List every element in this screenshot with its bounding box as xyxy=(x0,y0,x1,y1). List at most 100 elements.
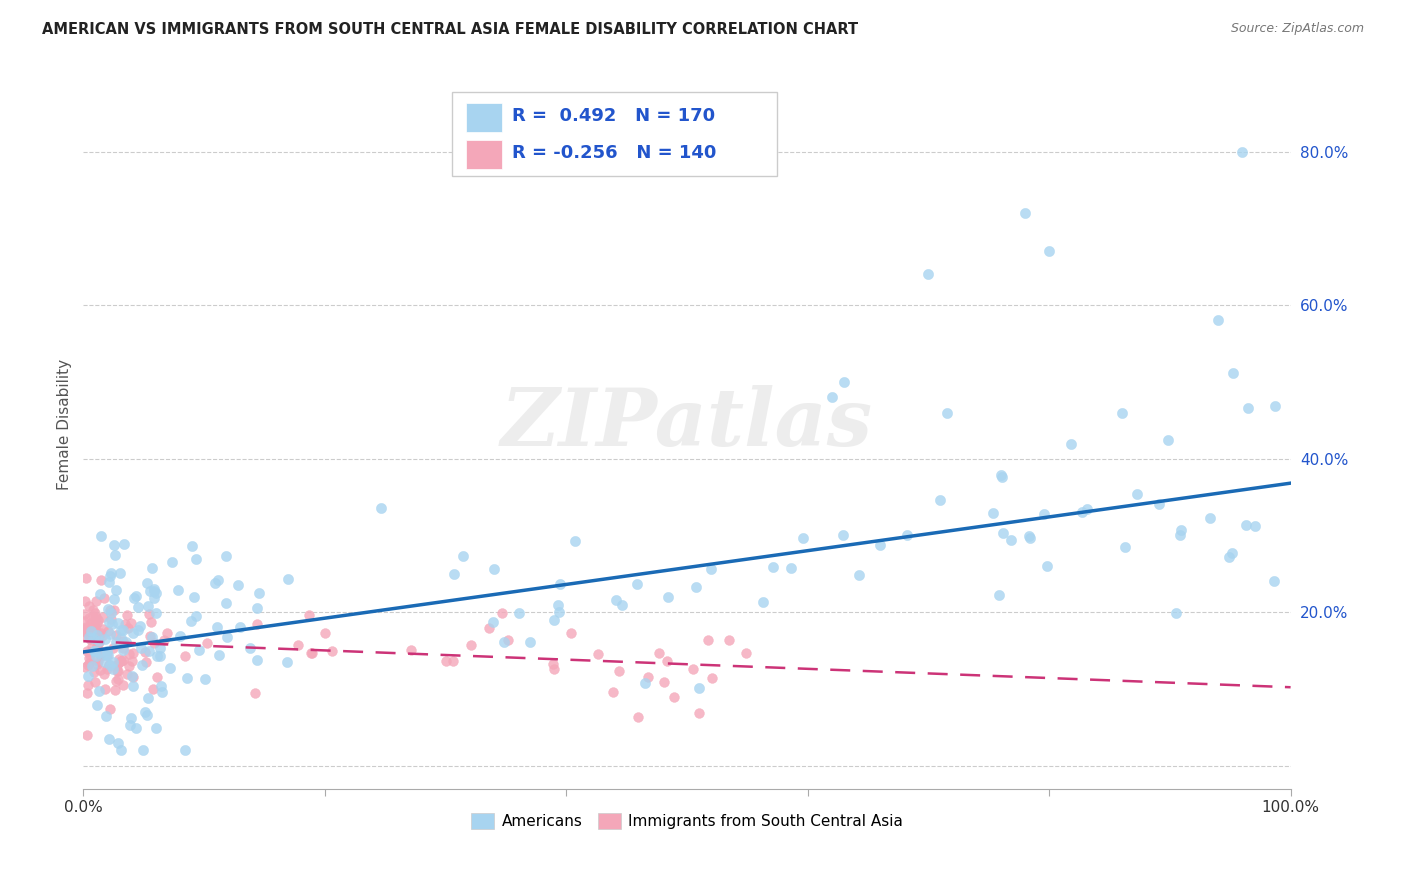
Point xyxy=(792,531,814,545)
Point xyxy=(80,659,103,673)
Point xyxy=(981,506,1004,520)
Point xyxy=(1018,529,1040,543)
Point xyxy=(321,644,343,658)
Point xyxy=(136,576,159,591)
Point xyxy=(127,623,149,637)
Point xyxy=(76,657,98,672)
Point xyxy=(82,603,104,617)
Point xyxy=(1111,406,1133,420)
Point xyxy=(588,647,610,661)
FancyBboxPatch shape xyxy=(465,140,502,169)
Point xyxy=(1125,487,1147,501)
Point xyxy=(541,657,564,671)
Point xyxy=(149,649,172,664)
Point xyxy=(83,644,105,658)
Point xyxy=(120,616,142,631)
Point xyxy=(150,685,173,699)
Point xyxy=(103,592,125,607)
Point xyxy=(84,648,107,663)
Point xyxy=(298,607,321,622)
Point xyxy=(183,590,205,604)
Point xyxy=(929,492,952,507)
Point xyxy=(441,654,464,668)
Point xyxy=(832,528,855,542)
Point xyxy=(176,671,198,685)
Point xyxy=(112,537,135,551)
Text: R = -0.256   N = 140: R = -0.256 N = 140 xyxy=(512,144,716,162)
Point xyxy=(655,655,678,669)
Point xyxy=(97,574,120,589)
Point xyxy=(139,615,162,630)
Point xyxy=(138,643,160,657)
Point xyxy=(246,601,269,615)
Point xyxy=(1114,540,1136,554)
Point xyxy=(131,658,153,673)
Point xyxy=(114,616,136,631)
Point xyxy=(103,662,125,676)
Point xyxy=(207,620,229,634)
Point xyxy=(1206,313,1229,327)
Point xyxy=(139,628,162,642)
Point xyxy=(136,599,159,613)
Point xyxy=(105,634,128,648)
Point xyxy=(207,574,229,588)
Point xyxy=(688,681,710,696)
Point xyxy=(76,644,98,658)
Point xyxy=(76,626,98,640)
Point xyxy=(780,561,803,575)
Point xyxy=(125,589,148,603)
Point xyxy=(75,571,97,585)
Point xyxy=(141,630,163,644)
Point xyxy=(917,268,939,282)
Point xyxy=(821,390,844,404)
Point xyxy=(104,674,127,689)
Point xyxy=(84,620,107,634)
Point xyxy=(1234,518,1257,533)
Point xyxy=(896,528,918,542)
Point xyxy=(110,654,132,668)
Point xyxy=(121,626,143,640)
Point xyxy=(121,679,143,693)
Point xyxy=(98,569,121,583)
Point xyxy=(93,591,115,606)
Point xyxy=(84,593,107,607)
Point xyxy=(77,678,100,692)
Point xyxy=(83,665,105,679)
Point xyxy=(89,587,111,601)
Point xyxy=(124,721,146,735)
Point xyxy=(180,614,202,628)
Point xyxy=(245,616,267,631)
Point xyxy=(169,629,191,643)
Point xyxy=(145,721,167,735)
Point xyxy=(131,641,153,656)
Point xyxy=(180,539,202,553)
Point xyxy=(75,624,97,638)
Point xyxy=(97,624,120,639)
Point xyxy=(89,634,111,648)
Point xyxy=(115,635,138,649)
Point xyxy=(186,552,208,566)
Point xyxy=(138,584,160,599)
Point xyxy=(1076,502,1098,516)
Point xyxy=(700,562,723,576)
Point xyxy=(1244,519,1267,533)
Point xyxy=(145,586,167,600)
Point xyxy=(370,501,392,516)
Point xyxy=(145,670,167,684)
Point xyxy=(239,640,262,655)
Point xyxy=(101,641,124,656)
Point xyxy=(90,625,112,640)
Point xyxy=(84,624,107,638)
Point xyxy=(96,644,118,658)
FancyBboxPatch shape xyxy=(451,93,778,177)
Point xyxy=(1018,531,1040,545)
Point xyxy=(134,656,156,670)
Point xyxy=(120,711,142,725)
Point xyxy=(246,653,269,667)
Point xyxy=(73,607,96,622)
Point xyxy=(110,623,132,637)
Point xyxy=(77,651,100,665)
Point xyxy=(131,743,153,757)
Point xyxy=(100,566,122,580)
Point xyxy=(105,657,128,672)
